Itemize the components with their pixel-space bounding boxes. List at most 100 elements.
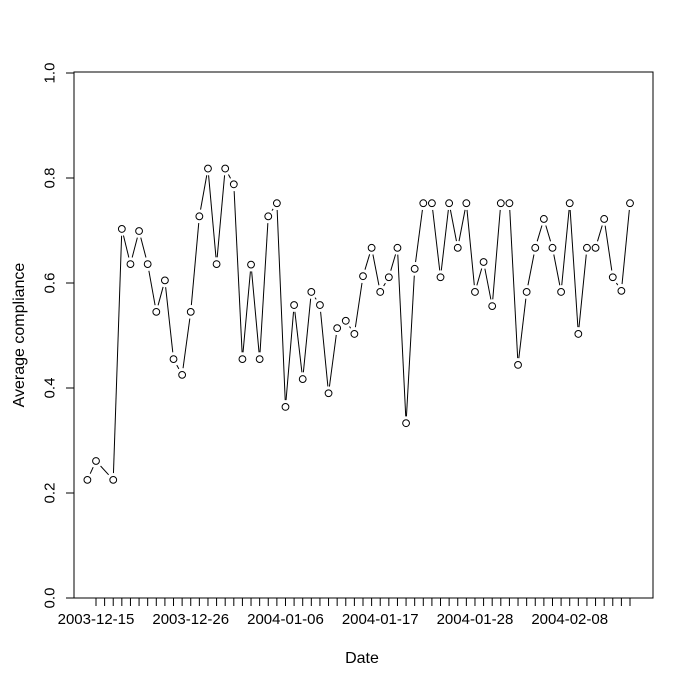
data-point-marker: [462, 199, 471, 208]
series-line-segment: [372, 254, 380, 286]
data-point-marker: [496, 199, 505, 208]
series-line-segment: [484, 268, 492, 300]
data-point-marker: [204, 164, 212, 173]
series-line-segment: [440, 209, 449, 271]
data-point-marker: [436, 273, 445, 282]
data-point-marker: [281, 403, 290, 411]
data-point-marker: [117, 225, 126, 233]
series-line-segment: [390, 254, 397, 271]
series-line-segment: [621, 209, 630, 285]
data-point-marker: [402, 419, 410, 428]
series-line-segment: [364, 254, 371, 270]
data-point-marker: [626, 199, 634, 208]
series-line-segment: [285, 311, 295, 401]
series-line-segment: [131, 237, 138, 258]
y-axis-tick-label: 0.6: [42, 273, 59, 294]
series-line-segment: [349, 326, 352, 329]
data-point-marker: [393, 243, 402, 252]
data-point-marker: [212, 260, 221, 269]
data-point-marker: [453, 243, 462, 252]
series-line-segment: [259, 223, 269, 353]
series-line-segment: [383, 282, 386, 287]
data-point-marker: [186, 307, 195, 316]
series-line-segment: [604, 225, 613, 271]
series-line-segment: [432, 209, 441, 271]
series-line-segment: [492, 209, 501, 300]
data-point-marker: [316, 301, 324, 309]
y-axis-tick-label: 1.0: [42, 63, 59, 84]
series-line-segment: [569, 209, 579, 328]
data-point-marker: [557, 288, 565, 296]
series-line-segment: [294, 311, 303, 373]
data-point-marker: [341, 316, 350, 325]
data-point-marker: [264, 212, 273, 221]
series-line-segment: [302, 298, 312, 373]
x-axis-tick-label: 2004-02-08: [531, 611, 608, 628]
data-point-marker: [221, 164, 230, 173]
data-point-marker: [471, 288, 479, 296]
x-axis-tick-label: 2003-12-26: [152, 611, 229, 628]
y-axis-tick-label: 0.2: [42, 483, 59, 504]
data-point-marker: [565, 199, 574, 208]
data-point-marker: [376, 288, 385, 296]
x-axis-title: Date: [345, 650, 379, 667]
series-line-segment: [518, 298, 527, 359]
data-point-marker: [238, 355, 247, 364]
series-line-segment: [545, 225, 552, 242]
data-point-marker: [135, 227, 143, 235]
series-line-segment: [208, 175, 217, 258]
x-axis-tick-label: 2004-01-17: [342, 611, 419, 628]
data-point-marker: [505, 199, 514, 208]
data-point-marker: [247, 260, 255, 269]
series-line-segment: [458, 209, 466, 242]
data-point-marker: [574, 330, 583, 338]
series-line-segment: [112, 235, 123, 474]
data-point-marker: [169, 355, 178, 364]
series-line-segment: [251, 271, 260, 353]
series-line-segment: [578, 254, 587, 328]
series-line-segment: [182, 318, 191, 369]
series-line-segment: [148, 270, 156, 306]
data-point-marker: [419, 199, 428, 208]
data-point-marker: [367, 243, 376, 252]
series-line-segment: [354, 282, 363, 328]
series-line-segment: [140, 237, 147, 258]
series-line-segment: [320, 311, 329, 387]
series-line-segment: [233, 191, 243, 353]
data-point-marker: [445, 199, 454, 208]
data-point-marker: [384, 273, 393, 282]
series-line-segment: [200, 175, 208, 210]
data-point-marker: [109, 475, 118, 484]
data-point-marker: [126, 260, 135, 269]
data-point-marker: [178, 370, 187, 379]
data-point-marker: [522, 288, 531, 296]
data-point-marker: [195, 212, 204, 221]
data-point-marker: [83, 475, 92, 484]
data-point-marker: [143, 260, 152, 269]
data-point-marker: [539, 215, 548, 223]
series-line-segment: [615, 282, 619, 286]
series-line-segment: [176, 364, 180, 370]
data-point-marker: [272, 199, 281, 208]
series-line-segment: [405, 275, 415, 417]
x-axis-tick-label: 2004-01-06: [247, 611, 324, 628]
x-axis-tick-label: 2003-12-15: [58, 611, 135, 628]
series-line-segment: [216, 175, 226, 258]
data-point-marker: [600, 215, 609, 223]
data-point-marker: [410, 264, 419, 273]
y-axis-title: Average compliance: [11, 263, 28, 408]
data-point-marker: [608, 273, 617, 282]
series-line-segment: [597, 225, 603, 242]
series-line-segment: [561, 209, 570, 286]
series-line-segment: [190, 223, 200, 306]
series-line-segment: [553, 254, 561, 286]
series-line-segment: [415, 209, 423, 263]
data-point-marker: [152, 307, 161, 316]
data-point-marker: [333, 324, 342, 333]
data-point-marker: [591, 243, 600, 252]
series-line-segment: [165, 287, 174, 353]
data-point-marker: [359, 272, 367, 281]
plot-box: [73, 71, 654, 599]
